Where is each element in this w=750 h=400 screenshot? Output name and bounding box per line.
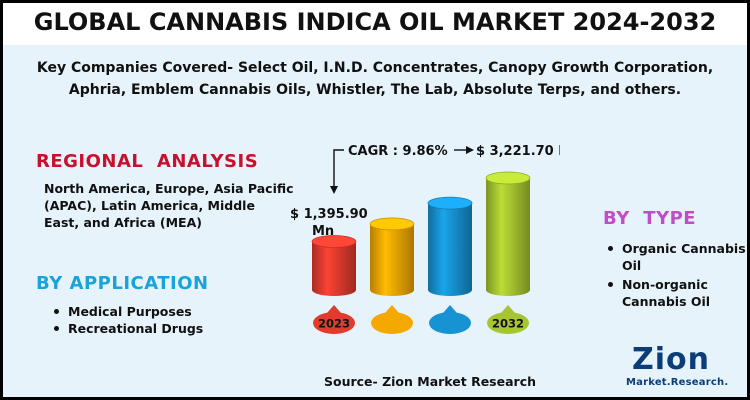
page-title: GLOBAL CANNABIS INDICA OIL MARKET 2024-2… <box>33 8 717 36</box>
type-list: Organic Cannabis Oil Non-organic Cannabi… <box>606 240 746 312</box>
regional-analysis-title: REGIONAL ANALYSIS <box>36 151 259 172</box>
bar-0 <box>312 241 356 296</box>
list-item: Organic Cannabis Oil <box>606 240 746 274</box>
bar-2 <box>428 203 472 296</box>
source-text: Source- Zion Market Research <box>323 374 537 389</box>
year-badge-0 <box>313 312 355 334</box>
key-companies-text: Key Companies Covered- Select Oil, I.N.D… <box>36 60 714 98</box>
year-label-3: 2032 <box>492 317 524 331</box>
list-item: Recreational Drugs <box>52 320 203 337</box>
by-application-title: BY APPLICATION <box>36 273 209 294</box>
by-type-title: BY TYPE <box>603 208 697 229</box>
list-item: Medical Purposes <box>52 303 203 320</box>
year-badge-2 <box>429 312 471 334</box>
year-label-0: 2023 <box>318 317 350 331</box>
list-item: Non-organic Cannabis Oil <box>606 276 746 310</box>
market-growth-chart: 2023 2032 $ 1,395.90 Mn CAGR : 9.86% $ 3,221.… <box>290 144 560 334</box>
year-badge-pointer-2 <box>443 305 457 313</box>
bar-top-3 <box>485 171 531 185</box>
application-list: Medical Purposes Recreational Drugs <box>52 303 203 337</box>
first-value-label: $ 1,395.90 Mn <box>290 207 368 239</box>
bar-top-2 <box>427 196 473 210</box>
year-badge-3 <box>487 312 529 334</box>
year-badge-pointer-3 <box>501 305 515 313</box>
bar-top-1 <box>369 217 415 231</box>
last-value-label: $ 3,221.70 Mn <box>476 144 560 159</box>
cagr-label: CAGR : 9.86% <box>348 144 448 159</box>
bar-1 <box>370 223 414 296</box>
cagr-arrow-line <box>333 149 344 192</box>
logo-wordmark: Zion <box>632 342 711 377</box>
zion-logo: Zion Market.Research. <box>622 342 742 394</box>
year-badge-pointer-0 <box>327 305 341 313</box>
regional-analysis-text: North America, Europe, Asia Pacific (APA… <box>44 181 294 230</box>
header-band <box>3 3 747 45</box>
year-badge-pointer-1 <box>385 305 399 313</box>
cagr-arrow-head-down <box>330 186 338 194</box>
bar-top-0 <box>311 235 357 248</box>
year-badge-1 <box>371 312 413 334</box>
cagr-arrow-head-right <box>466 146 474 154</box>
logo-subtext: Market.Research. <box>626 377 729 388</box>
bar-3 <box>486 178 530 296</box>
